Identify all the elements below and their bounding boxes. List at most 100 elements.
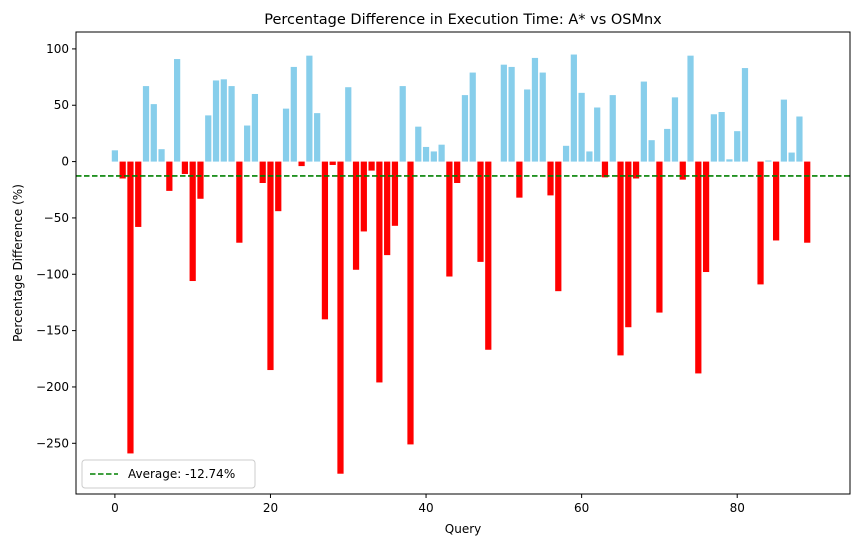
bar xyxy=(461,95,469,162)
bar xyxy=(251,93,259,162)
bar xyxy=(710,114,717,162)
bar xyxy=(734,131,741,162)
bar xyxy=(679,161,686,180)
bar xyxy=(415,126,422,162)
bar-group xyxy=(111,54,811,474)
bar xyxy=(174,59,181,162)
bar xyxy=(570,54,577,162)
bar xyxy=(384,161,391,256)
y-tick-label: 0 xyxy=(61,155,69,169)
bar xyxy=(360,161,367,232)
bar xyxy=(586,151,593,162)
bar xyxy=(796,116,803,162)
legend: Average: -12.74% xyxy=(81,459,256,489)
bar xyxy=(368,161,375,171)
bar xyxy=(469,72,476,162)
bar xyxy=(181,161,189,174)
bar xyxy=(376,161,383,383)
bar xyxy=(531,57,539,162)
bar xyxy=(632,161,640,179)
bar xyxy=(726,159,733,162)
bar xyxy=(306,55,313,162)
bar xyxy=(329,161,336,165)
bar xyxy=(765,160,772,162)
bar xyxy=(298,161,305,167)
bar xyxy=(345,87,352,162)
bar xyxy=(391,161,399,226)
x-tick-label: 0 xyxy=(111,501,119,515)
bar xyxy=(454,161,461,183)
legend-box xyxy=(81,459,256,489)
bar xyxy=(656,161,663,313)
x-tick-label: 80 xyxy=(730,501,745,515)
bar xyxy=(695,161,702,374)
bar xyxy=(547,161,554,196)
bar xyxy=(772,161,780,241)
y-tick-label: 50 xyxy=(54,98,69,112)
bar xyxy=(485,161,492,350)
y-tick-label: −150 xyxy=(36,324,69,338)
bar xyxy=(702,161,710,273)
bar xyxy=(508,66,515,162)
bar xyxy=(640,81,647,162)
bar xyxy=(244,125,251,162)
bar xyxy=(212,80,220,162)
bar xyxy=(422,146,430,162)
bar xyxy=(259,161,266,183)
bar xyxy=(687,55,694,162)
chart-title: Percentage Difference in Execution Time:… xyxy=(264,12,662,28)
bar xyxy=(516,161,523,198)
bar xyxy=(119,161,126,179)
bar xyxy=(500,64,507,162)
bar xyxy=(625,161,632,328)
bar xyxy=(617,161,624,356)
bar xyxy=(601,161,609,178)
bar xyxy=(189,161,196,282)
bar xyxy=(150,104,157,162)
bar xyxy=(438,144,445,162)
bar xyxy=(788,152,795,162)
bar xyxy=(142,86,150,162)
bar xyxy=(648,140,655,162)
bar xyxy=(671,97,679,162)
bar xyxy=(228,86,235,162)
bar xyxy=(236,161,243,243)
y-axis-label: Percentage Difference (%) xyxy=(11,184,25,342)
bar xyxy=(399,86,406,162)
bar xyxy=(135,161,142,227)
bar xyxy=(562,145,570,162)
bar xyxy=(127,161,134,454)
bar xyxy=(757,161,764,285)
bar xyxy=(111,150,119,162)
y-tick-label: −250 xyxy=(36,436,69,450)
bar xyxy=(282,108,290,162)
bar xyxy=(594,107,601,162)
x-axis-label: Query xyxy=(445,522,481,536)
bar xyxy=(609,95,616,162)
bar xyxy=(290,66,297,162)
plot-frame xyxy=(75,31,851,495)
x-axis: 0 20 40 60 80 xyxy=(111,494,745,515)
bar xyxy=(524,89,531,162)
bar xyxy=(158,149,165,162)
bar xyxy=(741,68,749,162)
x-tick-label: 40 xyxy=(418,501,433,515)
bar xyxy=(197,161,204,199)
bar xyxy=(321,161,329,320)
x-tick-label: 20 xyxy=(263,501,278,515)
y-tick-label: 100 xyxy=(46,42,69,56)
bar xyxy=(780,99,787,162)
legend-label: Average: -12.74% xyxy=(128,467,235,481)
bar xyxy=(205,115,212,162)
bar xyxy=(430,151,437,162)
bar xyxy=(314,113,321,162)
y-tick-label: −200 xyxy=(36,380,69,394)
bar xyxy=(267,161,274,371)
bar xyxy=(407,161,414,445)
y-tick-label: −50 xyxy=(44,211,69,225)
bar xyxy=(446,161,453,277)
bar xyxy=(539,72,546,162)
bar xyxy=(337,161,344,474)
bar xyxy=(578,92,585,162)
